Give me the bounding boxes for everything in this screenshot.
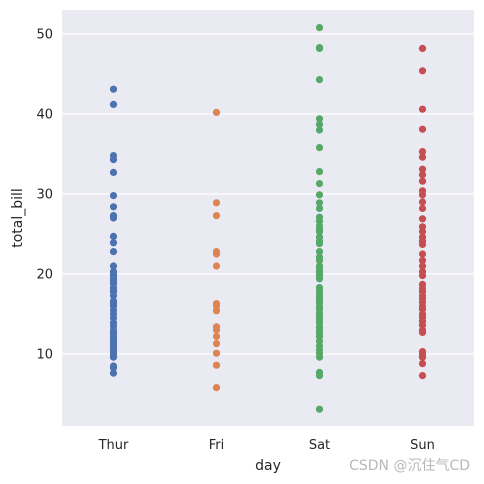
data-point: [212, 384, 221, 392]
data-point: [315, 44, 324, 53]
series-thur: [109, 85, 118, 377]
data-point: [418, 165, 427, 173]
data-point: [109, 232, 118, 240]
data-point: [212, 340, 221, 348]
data-point: [315, 204, 324, 212]
data-point: [418, 198, 427, 206]
data-point: [418, 125, 427, 133]
data-point: [212, 332, 221, 340]
data-point: [109, 203, 118, 211]
x-tick-label-fri: Fri: [209, 438, 225, 453]
data-point: [109, 100, 118, 108]
data-point: [315, 240, 324, 248]
data-point: [418, 105, 427, 113]
data-point: [212, 262, 221, 270]
data-point: [315, 168, 324, 176]
data-point: [418, 353, 427, 361]
data-point: [109, 262, 118, 270]
data-point: [315, 405, 324, 413]
data-point: [212, 361, 221, 369]
data-point: [212, 199, 221, 207]
data-point: [418, 148, 427, 156]
data-point: [212, 307, 221, 315]
data-point: [418, 262, 427, 270]
series-fri: [212, 108, 221, 392]
data-point: [315, 126, 324, 134]
y-tick-label: 30: [36, 188, 53, 203]
y-axis-label: total_bill: [10, 188, 26, 248]
data-point: [418, 256, 427, 264]
data-point: [418, 204, 427, 212]
data-point: [418, 191, 427, 199]
data-point: [315, 24, 324, 32]
data-point: [212, 108, 221, 116]
data-point: [315, 115, 324, 123]
x-tick-label-sun: Sun: [410, 438, 435, 453]
y-tick-label: 40: [36, 108, 53, 123]
data-point: [315, 144, 324, 152]
data-point: [315, 372, 324, 380]
data-point: [109, 192, 118, 200]
watermark: CSDN @沉住气CD: [349, 458, 470, 474]
y-tick-labels: 10 20 30 40 50: [36, 28, 53, 363]
data-point: [109, 292, 118, 300]
x-tick-labels: Thur Fri Sat Sun: [98, 438, 435, 453]
data-point: [315, 199, 324, 207]
data-point: [212, 250, 221, 258]
data-points: [109, 24, 427, 413]
data-point: [109, 85, 118, 93]
x-axis-label: day: [255, 458, 281, 474]
data-point: [418, 228, 427, 236]
data-point: [418, 250, 427, 258]
data-point: [315, 256, 324, 264]
data-point: [212, 212, 221, 220]
series-sat: [315, 24, 324, 413]
data-point: [418, 153, 427, 161]
y-tick-label: 50: [36, 28, 53, 43]
data-point: [212, 349, 221, 357]
data-point: [109, 156, 118, 164]
data-point: [315, 248, 324, 256]
series-sun: [418, 44, 427, 380]
y-tick-label: 20: [36, 268, 53, 283]
data-point: [418, 328, 427, 336]
data-point: [418, 44, 427, 53]
data-point: [315, 180, 324, 188]
data-point: [109, 239, 118, 247]
data-point: [315, 76, 324, 84]
data-point: [109, 369, 118, 377]
gridlines: [62, 33, 474, 355]
data-point: [109, 248, 118, 256]
x-tick-label-thur: Thur: [98, 438, 129, 453]
x-tick-label-sat: Sat: [309, 438, 330, 453]
data-point: [212, 326, 221, 334]
data-point: [418, 240, 427, 248]
data-point: [109, 168, 118, 176]
data-point: [315, 228, 324, 236]
data-point: [418, 177, 427, 185]
data-point: [315, 120, 324, 128]
data-point: [109, 214, 118, 222]
data-point: [109, 364, 118, 372]
data-point: [315, 353, 324, 361]
data-point: [315, 191, 324, 199]
data-point: [418, 272, 427, 280]
data-point: [109, 353, 118, 361]
data-point: [418, 171, 427, 179]
data-point: [418, 372, 427, 380]
data-point: [315, 275, 324, 283]
data-point: [418, 67, 427, 75]
plot-area: [62, 10, 474, 426]
y-tick-label: 10: [36, 348, 53, 363]
data-point: [418, 215, 427, 223]
data-point: [418, 360, 427, 368]
